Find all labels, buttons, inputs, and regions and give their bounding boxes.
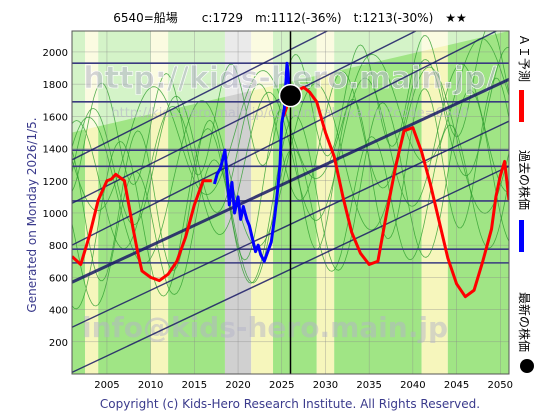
x-tick-label: 2005 xyxy=(94,380,119,391)
y-tick-label: 1200 xyxy=(43,177,68,188)
y-tick-label: 2000 xyxy=(43,48,68,59)
prediction-series-line xyxy=(72,172,212,283)
y-tick-label: 400 xyxy=(49,306,68,317)
copyright-footer: Copyright (c) Kids-Hero Research Institu… xyxy=(100,397,480,411)
past-price-series-line xyxy=(213,61,292,263)
chart-title: 6540=船場 c:1729 m:1112(-36%) t:1213(-30%)… xyxy=(113,11,467,25)
y-tick-label: 800 xyxy=(49,241,68,252)
legend-swatch-prediction xyxy=(519,90,524,122)
legend-item-current: 最新の株価 xyxy=(517,292,534,373)
series-group xyxy=(72,61,509,299)
x-axis-ticks: 2005 2010 2015 2020 2025 2030 2035 2040 2045 2050 xyxy=(94,380,513,391)
legend-item-prediction: ＡＩ予測 xyxy=(517,34,531,122)
legend-label-current: 最新の株価 xyxy=(517,292,532,352)
legend-swatch-current xyxy=(520,359,534,373)
legend-label-prediction: ＡＩ予測 xyxy=(517,34,531,82)
watermark-email: info@kids-hero.main.jp xyxy=(82,311,448,344)
y-tick-label: 1400 xyxy=(43,145,68,156)
plot-frame xyxy=(71,30,510,375)
current-price-dot xyxy=(278,83,303,108)
x-tick-label: 2015 xyxy=(182,380,207,391)
legend-swatch-past xyxy=(519,220,524,252)
y-tick-label: 1600 xyxy=(43,112,68,123)
y-tick-label: 1800 xyxy=(43,80,68,91)
x-tick-label: 2050 xyxy=(488,380,513,391)
x-tick-label: 2035 xyxy=(356,380,381,391)
background-band xyxy=(447,31,509,374)
legend: ＡＩ予測 過去の株価 最新の株価 xyxy=(517,34,534,373)
y-tick-label: 1000 xyxy=(43,209,68,220)
background-band xyxy=(251,31,274,374)
x-tick-label: 2020 xyxy=(225,380,250,391)
x-tick-label: 2010 xyxy=(138,380,163,391)
x-tick-label: 2030 xyxy=(313,380,338,391)
x-tick-label: 2040 xyxy=(400,380,425,391)
x-tick-label: 2025 xyxy=(269,380,294,391)
y-tick-label: 200 xyxy=(49,338,68,349)
generated-date-label: Generated on Monday 2026/1/5. xyxy=(25,117,39,312)
legend-item-past: 過去の株価 xyxy=(517,150,532,252)
x-tick-label: 2045 xyxy=(444,380,469,391)
y-tick-label: 600 xyxy=(49,273,68,284)
prediction-series-line xyxy=(282,85,509,299)
legend-label-past: 過去の株価 xyxy=(517,150,532,210)
y-axis-ticks: 200 400 600 800 1000 1200 1400 1600 1800 2000 xyxy=(43,48,68,349)
